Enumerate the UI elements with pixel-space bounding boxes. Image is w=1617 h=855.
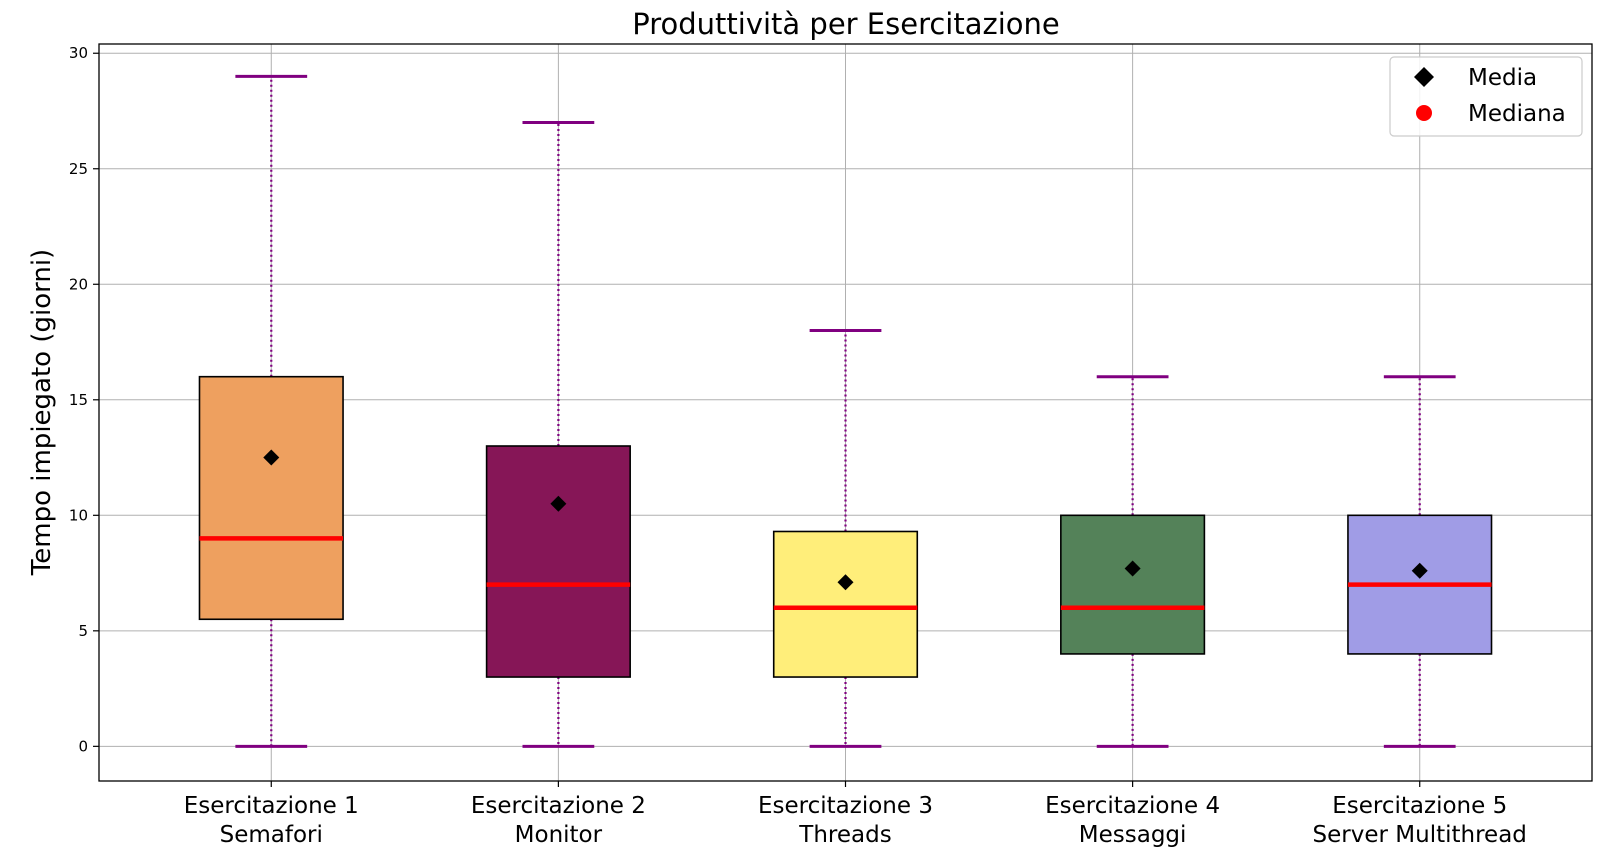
y-tick-label: 15	[69, 391, 88, 409]
x-tick-sublabel: Messaggi	[1079, 822, 1187, 848]
y-tick-label: 25	[69, 160, 88, 178]
x-tick-sublabel: Semafori	[220, 822, 323, 848]
x-tick-label: Esercitazione 3	[758, 793, 933, 819]
x-tick-sublabel: Server Multithread	[1313, 822, 1527, 848]
x-tick-label: Esercitazione 1	[184, 793, 359, 819]
box-group-2	[485, 121, 631, 748]
mean-marker	[1124, 560, 1141, 577]
y-tick-label: 30	[69, 44, 88, 62]
plot-area	[198, 74, 1493, 748]
axes: 0 5 10 15 20 25 30 Esercitazione 1 Semafori Eserc…	[69, 44, 1527, 848]
box	[1060, 514, 1206, 655]
box-group-3	[772, 328, 919, 748]
x-tick-label: Esercitazione 4	[1045, 793, 1220, 819]
x-tick-label: Esercitazione 5	[1332, 793, 1507, 819]
legend-mean-label: Media	[1468, 65, 1537, 91]
mean-marker	[550, 495, 567, 512]
x-tick-sublabel: Monitor	[515, 822, 603, 848]
legend-median-marker	[1416, 105, 1432, 121]
legend-median-label: Mediana	[1468, 101, 1566, 127]
x-tick-sublabel: Threads	[798, 822, 891, 848]
y-tick-label: 0	[78, 737, 88, 755]
legend-frame	[1389, 56, 1583, 137]
box	[485, 445, 631, 678]
box-group-5	[1347, 375, 1493, 748]
x-tick-label: Esercitazione 2	[471, 793, 646, 819]
mean-marker	[837, 574, 854, 591]
legend-mean-marker	[1414, 67, 1434, 87]
box-group-1	[198, 74, 344, 748]
mean-marker	[1411, 562, 1428, 579]
legend: Media Mediana	[1389, 56, 1583, 137]
grid	[99, 44, 1592, 781]
y-tick-label: 20	[69, 275, 88, 293]
y-tick-label: 5	[78, 622, 88, 640]
box	[772, 530, 919, 678]
chart-title: Produttività per Esercitazione	[632, 7, 1060, 41]
box	[198, 375, 344, 621]
box-group-4	[1060, 375, 1206, 748]
y-tick-label: 10	[69, 506, 88, 524]
y-axis-label: Tempo impiegato (giorni)	[27, 249, 57, 576]
mean-marker	[263, 449, 280, 466]
